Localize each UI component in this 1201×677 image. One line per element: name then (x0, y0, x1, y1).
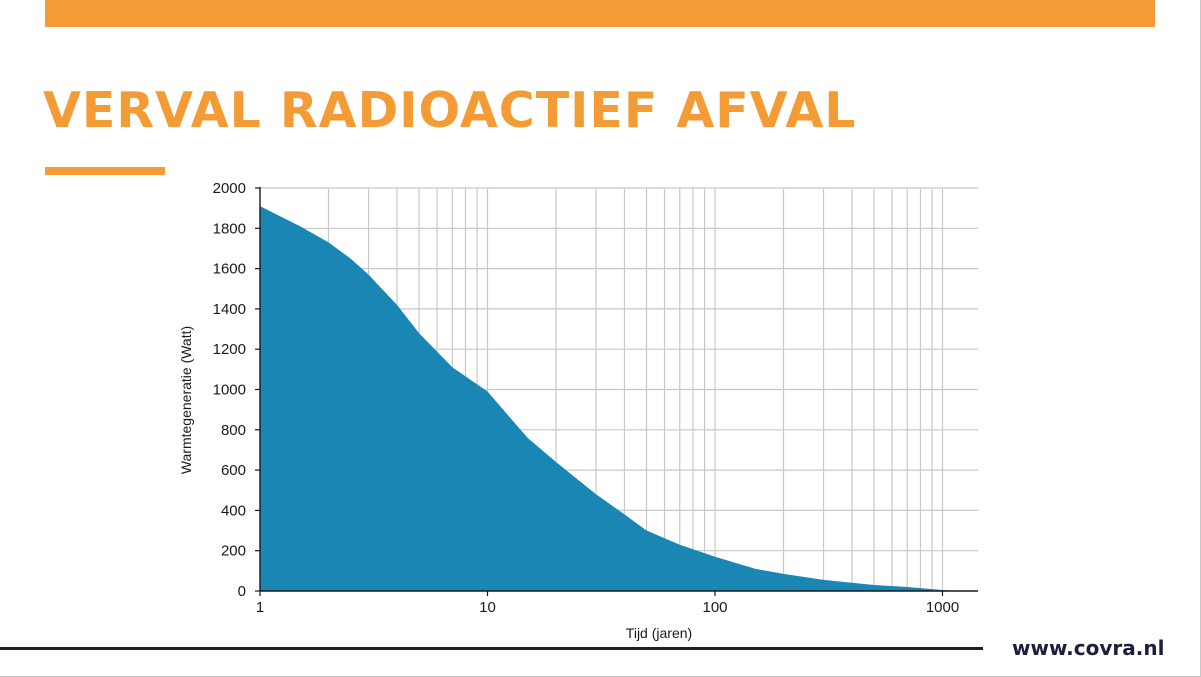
slide-title: VERVAL RADIOACTIEF AFVAL (43, 82, 857, 139)
chart-axes (255, 187, 978, 596)
y-tick-label: 1200 (213, 341, 246, 358)
x-tick-label: 100 (702, 599, 727, 616)
title-underline (45, 167, 165, 175)
y-tick-label: 1600 (213, 261, 246, 278)
y-tick-label: 1800 (213, 220, 246, 237)
x-tick-label: 1000 (926, 599, 959, 616)
y-tick-labels: 0 200 400 600 800 1000 1200 1400 1600 1800 2000 (213, 180, 246, 600)
y-tick-label: 1000 (213, 382, 246, 399)
x-tick-label: 1 (256, 599, 264, 616)
y-tick-label: 800 (221, 422, 246, 439)
x-tick-labels: 1 10 100 1000 (256, 599, 959, 616)
top-accent-bar (45, 0, 1155, 27)
y-axis-label: Warmtegeneratie (Watt) (178, 326, 194, 474)
y-tick-label: 2000 (213, 180, 246, 197)
y-tick-label: 600 (221, 462, 246, 479)
y-tick-label: 200 (221, 543, 246, 560)
y-tick-label: 0 (238, 583, 246, 600)
footer-line (0, 647, 983, 650)
x-tick-label: 10 (479, 599, 496, 616)
y-tick-label: 400 (221, 502, 246, 519)
y-tick-label: 1400 (213, 301, 246, 318)
x-axis-label: Tijd (jaren) (626, 625, 692, 641)
footer-url: www.covra.nl (1012, 636, 1165, 660)
heat-generation-area (260, 206, 961, 591)
